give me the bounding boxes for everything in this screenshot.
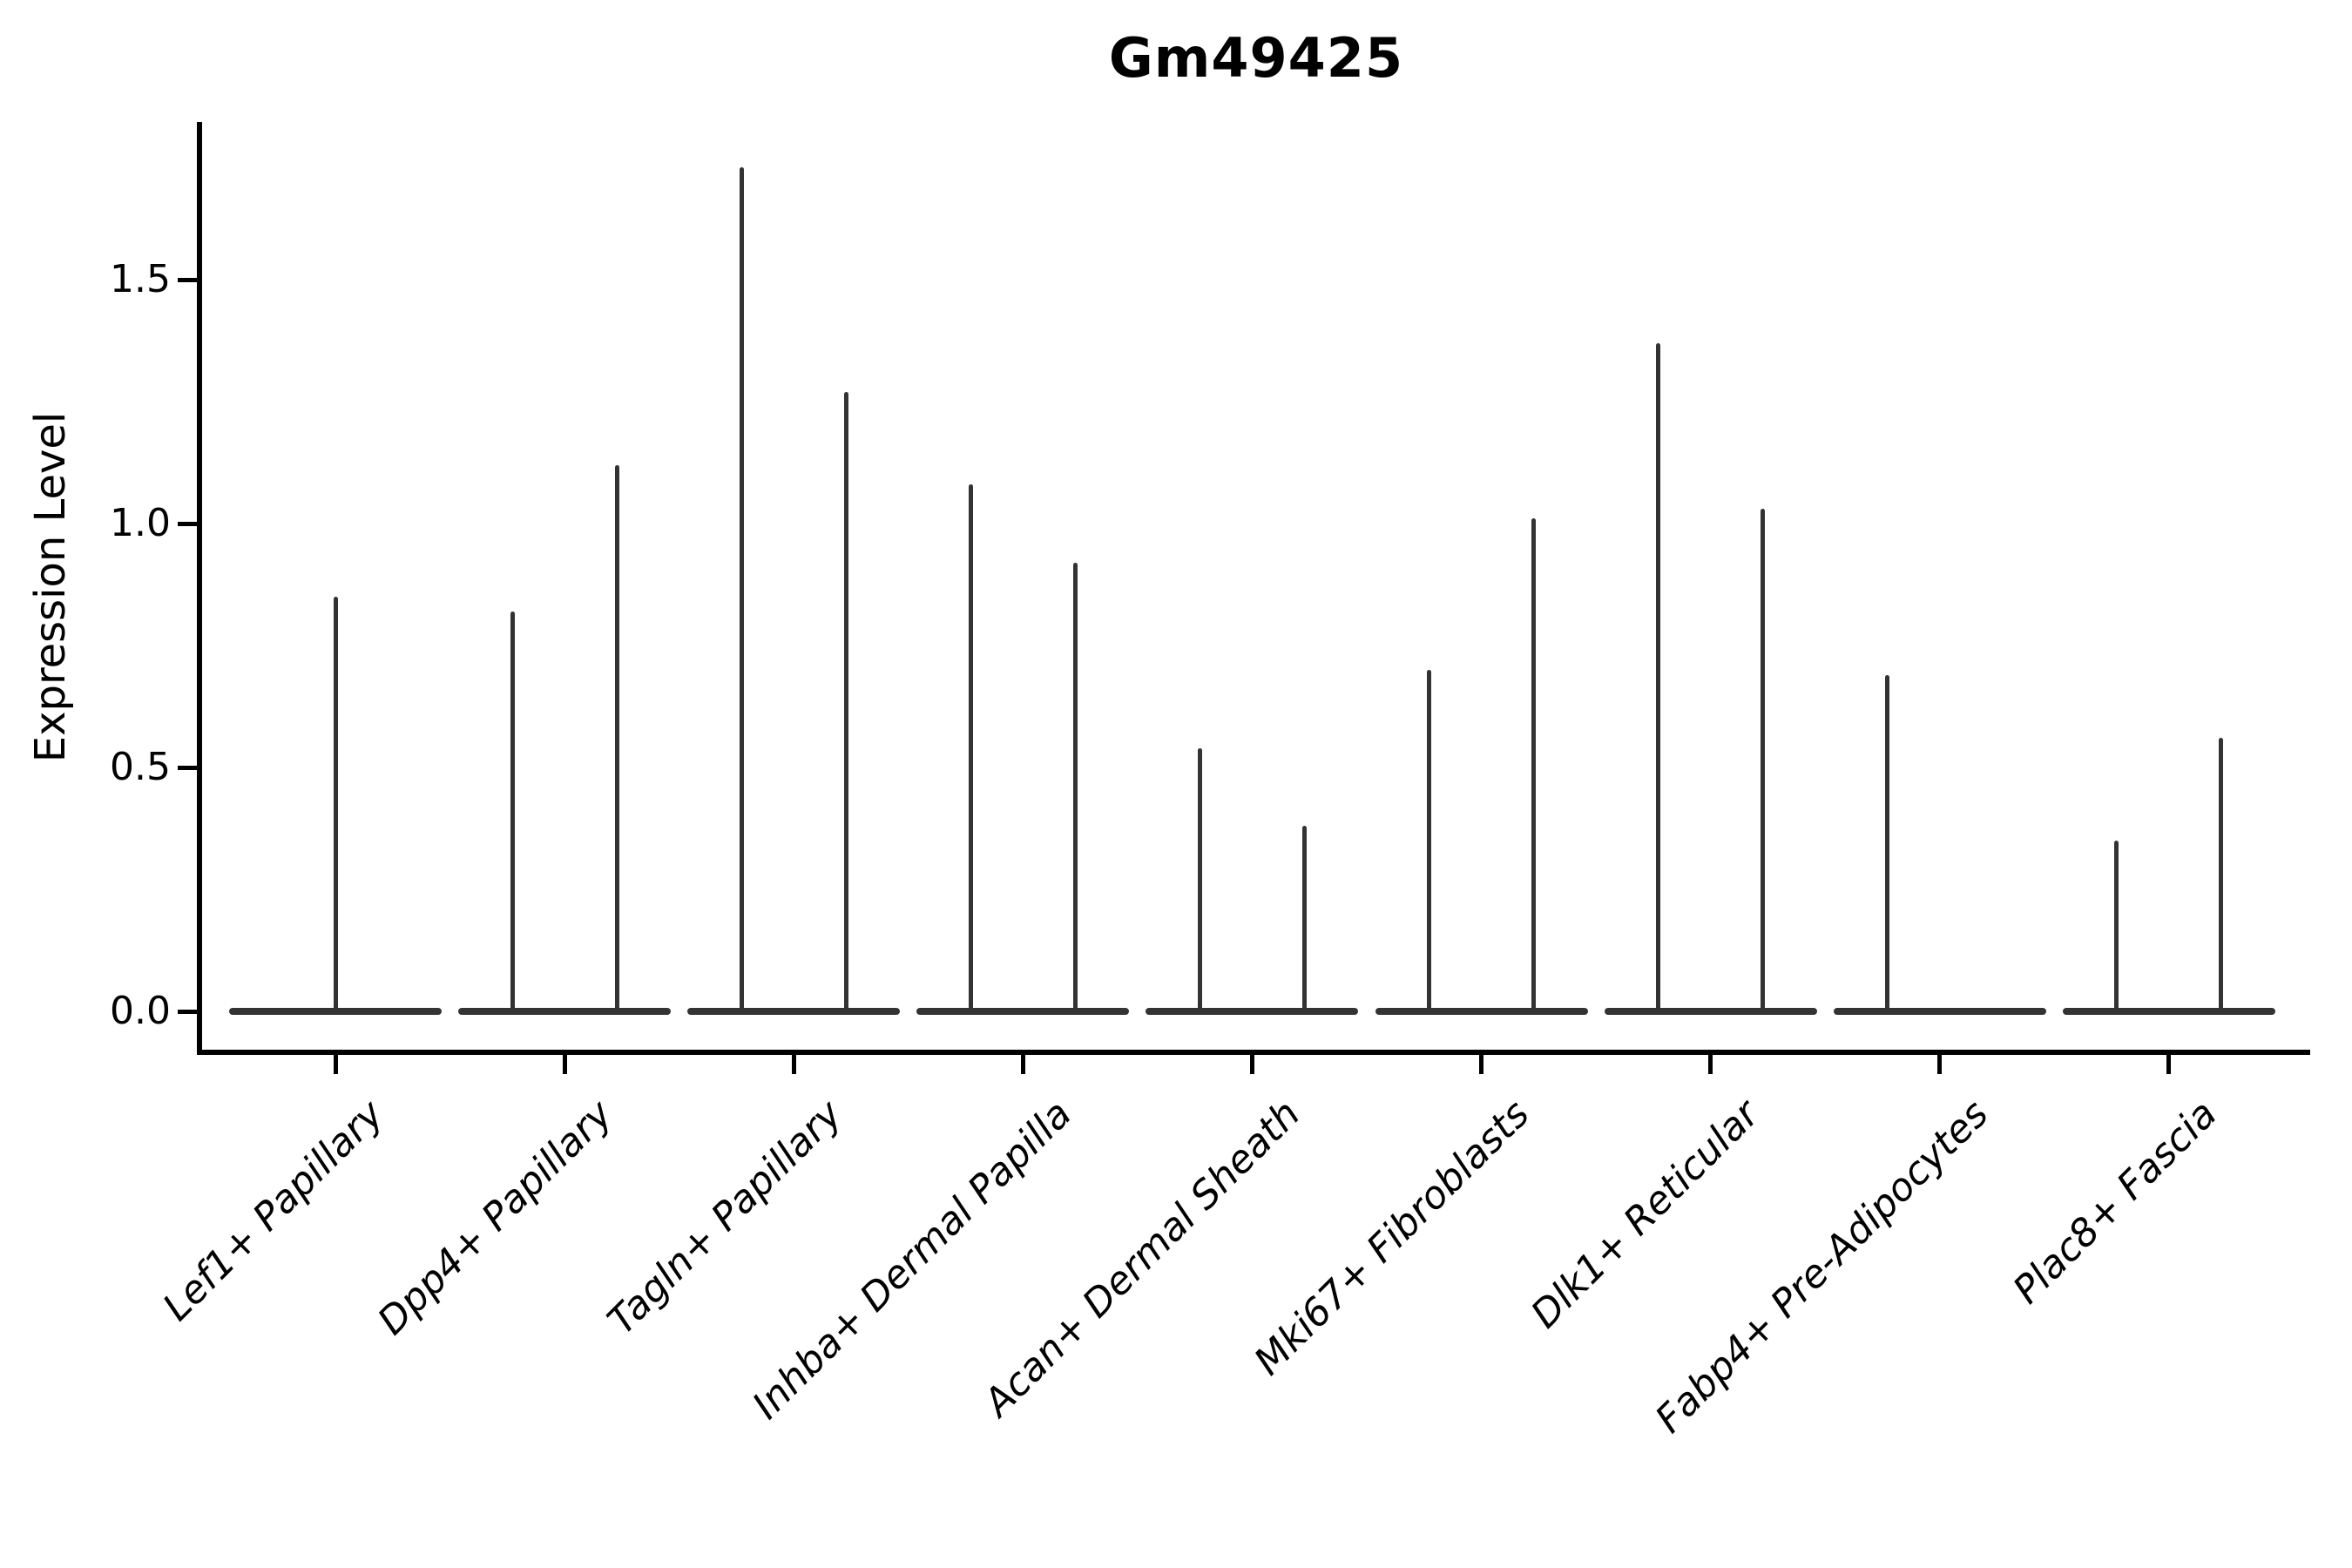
y-axis-label: Expression Level (26, 411, 75, 763)
violin-spike (1761, 509, 1766, 1015)
y-tick-label: 1.5 (110, 257, 171, 301)
violin-baseline (2062, 1008, 2275, 1015)
violin-baseline (458, 1008, 672, 1015)
y-tick-label: 0.0 (110, 989, 171, 1033)
x-tick-mark (1479, 1055, 1484, 1074)
violin-spike (2114, 841, 2119, 1015)
x-tick-label: Plac8+ Fascia (2004, 1092, 2227, 1313)
x-tick-label: Dlk1+ Reticular (1522, 1092, 1767, 1337)
x-tick-mark (333, 1055, 338, 1074)
violin-spike (510, 611, 515, 1015)
x-tick-mark (562, 1055, 567, 1074)
x-tick-label: Dpp4+ Papillary (369, 1092, 622, 1344)
x-axis-spine (197, 1050, 2310, 1055)
violin-spike (333, 597, 338, 1015)
violin-baseline (1833, 1008, 2046, 1015)
y-axis-spine (197, 122, 202, 1055)
violin-spike (1301, 826, 1307, 1015)
y-tick-label: 0.5 (110, 745, 171, 789)
violin-baseline (1604, 1008, 1817, 1015)
violin-baseline (1146, 1008, 1359, 1015)
y-tick-mark (178, 1009, 197, 1014)
x-tick-mark (791, 1055, 796, 1074)
violin-spike (739, 167, 744, 1015)
x-tick-mark (2166, 1055, 2172, 1074)
y-tick-mark (178, 277, 197, 282)
violin-spike (614, 464, 619, 1015)
violin-baseline (916, 1008, 1130, 1015)
x-tick-mark (1249, 1055, 1254, 1074)
y-tick-mark (178, 521, 197, 526)
x-tick-mark (1937, 1055, 1943, 1074)
violin-baseline (1375, 1008, 1588, 1015)
violin-spike (1197, 747, 1202, 1015)
y-tick-mark (178, 765, 197, 770)
x-tick-mark (1020, 1055, 1025, 1074)
violin-spike (1885, 674, 1890, 1015)
violin-spike (1656, 342, 1661, 1015)
chart-title: Gm49425 (1108, 26, 1404, 90)
x-tick-label: Tagln+ Papillary (598, 1092, 851, 1344)
violin-spike (968, 484, 973, 1015)
violin-spike (1531, 518, 1536, 1015)
y-tick-label: 1.0 (110, 501, 171, 545)
violin-spike (843, 391, 848, 1015)
x-tick-mark (1708, 1055, 1713, 1074)
violin-spike (1072, 562, 1078, 1015)
x-tick-label: Lef1+ Papillary (154, 1092, 393, 1330)
violin-spike (2219, 738, 2224, 1015)
violin-baseline (687, 1008, 901, 1015)
violin-spike (1427, 670, 1431, 1015)
